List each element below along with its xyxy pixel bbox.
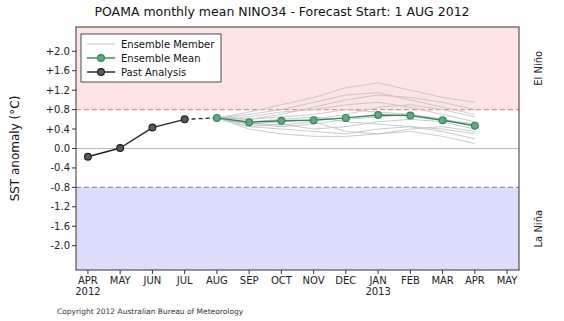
x-tick-label: MAR [431,275,453,286]
x-tick-label: SEP [240,275,259,286]
y-tick [72,148,76,149]
legend-label: Past Analysis [121,67,186,78]
x-tick-label: AUG [206,275,228,286]
x-tick-label: DEC [335,275,356,286]
x-tick [378,270,379,274]
x-tick [249,270,250,274]
y-tick [72,206,76,207]
legend-marker [98,55,105,62]
series-marker [181,116,188,123]
footnote: Copyright 2012 Australian Bureau of Mete… [57,307,244,316]
x-tick-label: JUL [176,275,193,286]
series-marker [117,145,124,152]
series-marker [278,117,285,124]
y-tick-label: +0.4 [46,124,70,135]
series-marker [439,117,446,124]
region [76,27,519,110]
x-tick [442,270,443,274]
x-tick [87,270,88,274]
region [76,187,519,270]
series-marker [213,114,220,121]
y-tick-label: -1.2 [50,201,70,212]
x-sublabel: 2013 [365,286,390,297]
series-line [88,119,185,156]
x-tick [216,270,217,274]
reference-line [76,148,519,149]
series-line [217,114,475,126]
y-tick [72,70,76,71]
x-tick-label: MAY [497,275,519,286]
legend-label: Ensemble Mean [121,53,200,64]
x-tick-label: JUN [143,275,162,286]
legend-marker [98,69,105,76]
y-tick [72,167,76,168]
title: POAMA monthly mean NINO34 - Forecast Sta… [94,4,469,19]
series-marker [471,122,478,129]
series-marker [342,114,349,121]
region-label: El Niño [533,51,544,86]
y-tick-label: -1.6 [50,221,70,232]
x-tick [345,270,346,274]
x-tick-label: OCT [271,275,293,286]
y-tick [72,129,76,130]
legend: Ensemble Member Ensemble Mean Past Analysi… [81,34,221,82]
x-tick [474,270,475,274]
y-tick [72,109,76,110]
y-tick-label: +2.0 [46,46,70,57]
legend-label: Ensemble Member [121,39,215,50]
legend-swatch [87,44,115,45]
y-tick-label: 0.0 [54,143,70,154]
y-tick-label: +1.6 [46,65,70,76]
series-marker [375,112,382,119]
series-marker [149,124,156,131]
series-marker [85,153,92,160]
plot-frame [76,27,519,270]
y-tick-label: -0.4 [50,162,70,173]
x-tick-label: JAN [369,275,387,286]
y-tick [72,226,76,227]
chart: -2.0 -1.6 -1.2 -0.8 -0.4 0.0 +0.4 +0.8 +1.2 +1.6 +… [0,0,564,321]
x-tick [120,270,121,274]
y-tick-label: -2.0 [50,240,70,251]
x-tick [152,270,153,274]
y-axis-label: SST anomaly (°C) [8,96,22,202]
y-tick [72,51,76,52]
series-marker [407,112,414,119]
y-tick [72,245,76,246]
x-tick-label: APR [465,275,485,286]
y-tick-label: +0.8 [46,104,70,115]
x-tick-label: FEB [401,275,420,286]
series-marker [246,119,253,126]
series-line [217,115,475,126]
x-tick [281,270,282,274]
x-tick [410,270,411,274]
threshold-line [76,187,519,188]
region-label: La Niña [533,210,544,248]
x-tick [184,270,185,274]
connector-line [185,118,217,119]
x-tick [507,270,508,274]
x-sublabel: 2012 [75,286,100,297]
x-tick-label: NOV [303,275,325,286]
x-tick [313,270,314,274]
y-tick-label: -0.8 [50,182,70,193]
plot-background [76,27,519,270]
x-tick-label: APR [78,275,98,286]
y-tick-label: +1.2 [46,85,70,96]
legend-box [81,34,221,82]
x-tick-label: MAY [110,275,132,286]
series-marker [310,117,317,124]
plot-area [76,27,519,270]
y-tick [72,90,76,91]
y-tick [72,187,76,188]
